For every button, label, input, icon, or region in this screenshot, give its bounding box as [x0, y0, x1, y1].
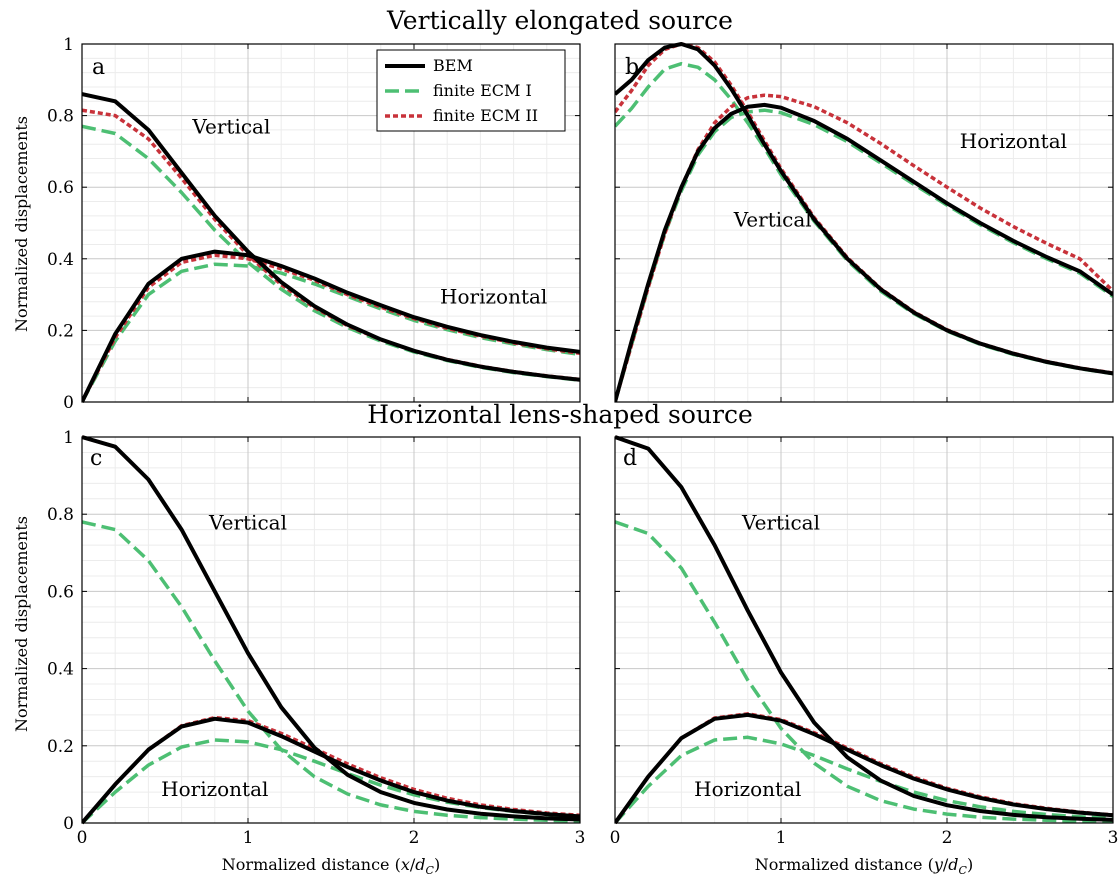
series-line-bem-horizontal	[82, 716, 580, 825]
curve-annotation-vertical: Vertical	[741, 511, 820, 535]
series-line-finite-ecm-ii-horizontal	[615, 93, 1113, 403]
series-line-bem-horizontal	[82, 249, 580, 403]
plot-frame	[614, 43, 1114, 403]
y-tick-label: 0.8	[47, 107, 74, 127]
y-tick-label: 0.6	[47, 582, 74, 602]
series-line-finite-ecm-i-vertical	[615, 61, 1113, 376]
ylabel-top: Normalized displacements	[12, 116, 31, 332]
curve-annotation-horizontal: Horizontal	[694, 777, 801, 801]
plot-frame	[81, 43, 581, 403]
x-tick-label: 3	[1108, 828, 1119, 848]
y-tick-label: 0.2	[47, 737, 74, 757]
series-line-finite-ecm-i-vertical	[615, 520, 1113, 824]
x-tick-label: 2	[942, 828, 953, 848]
curve-annotation-vertical: Vertical	[733, 208, 812, 232]
top-section-title: Vertically elongated source	[386, 6, 733, 35]
y-tick-label: 0.2	[47, 321, 74, 341]
series-line-bem-horizontal	[615, 712, 1113, 825]
ylabel-bottom: Normalized displacements	[12, 516, 31, 732]
series-line-finite-ecm-ii-vertical	[615, 42, 1113, 375]
plot-frame	[614, 436, 1114, 824]
panel-d: 0 1 2 3 d Vertical Horizontal	[610, 435, 1119, 848]
y-tick-label: 1	[63, 35, 74, 55]
panel-letter: c	[90, 446, 102, 471]
y-tick-label: 0.6	[47, 178, 74, 198]
panel-letter: d	[623, 446, 637, 471]
y-tick-label: 0	[63, 814, 74, 834]
x-tick-label: 2	[409, 828, 420, 848]
curve-annotation-horizontal: Horizontal	[440, 285, 547, 309]
panel-b: b Horizontal Vertical	[614, 42, 1114, 403]
plot-frame	[81, 436, 581, 824]
panel-letter: b	[625, 55, 639, 80]
series-line-finite-ecm-i-horizontal	[82, 262, 580, 403]
legend-label-ecm2: finite ECM II	[433, 106, 538, 125]
series-line-finite-ecm-i-vertical	[82, 124, 580, 382]
x-tick-label: 0	[610, 828, 621, 848]
x-tick-label: 3	[575, 828, 586, 848]
y-tick-label: 1	[63, 428, 74, 448]
series-line-finite-ecm-ii-vertical	[615, 435, 1113, 822]
curve-annotation-horizontal: Horizontal	[161, 777, 268, 801]
series-line-bem-vertical	[82, 92, 580, 382]
series-line-bem-vertical	[615, 435, 1113, 822]
xlabel-right: Normalized distance (y/dC)	[755, 855, 973, 877]
series-line-bem-horizontal	[615, 102, 1113, 403]
legend-label-ecm1: finite ECM I	[433, 81, 532, 100]
curve-annotation-vertical: Vertical	[208, 511, 287, 535]
y-tick-label: 0	[63, 393, 74, 413]
y-tick-label: 0.4	[47, 660, 74, 680]
bottom-section-title: Horizontal lens-shaped source	[367, 400, 753, 429]
x-tick-label: 1	[776, 828, 787, 848]
legend: BEM finite ECM I finite ECM II	[376, 49, 566, 132]
legend-label-bem: BEM	[433, 56, 473, 75]
y-tick-label: 0.8	[47, 505, 74, 525]
series-line-bem-vertical	[82, 435, 580, 822]
series-line-finite-ecm-i-vertical	[82, 520, 580, 823]
curve-annotation-vertical: Vertical	[191, 115, 270, 139]
x-tick-label: 1	[243, 828, 254, 848]
panel-letter: a	[92, 55, 105, 80]
curve-annotation-horizontal: Horizontal	[960, 129, 1067, 153]
series-line-finite-ecm-i-horizontal	[615, 735, 1113, 825]
series-line-bem-vertical	[615, 42, 1113, 376]
y-tick-label: 0.4	[47, 250, 74, 270]
xlabel-left: Normalized distance (x/dC)	[222, 855, 440, 877]
x-tick-label: 0	[77, 828, 88, 848]
